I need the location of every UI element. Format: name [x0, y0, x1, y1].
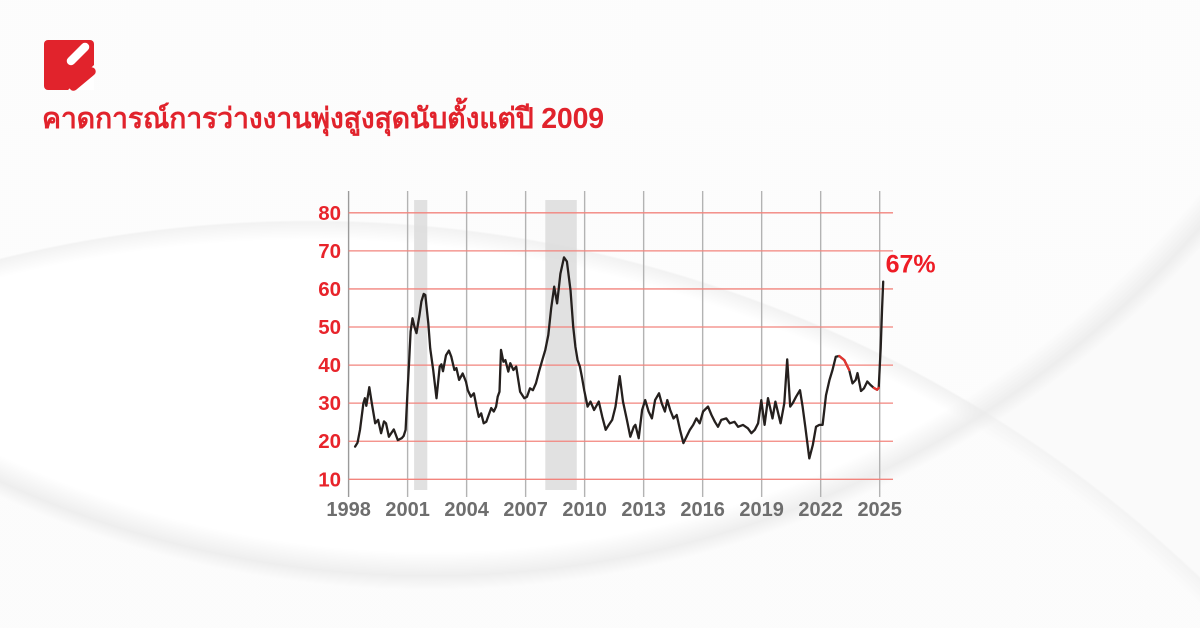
- x-tick-label: 2004: [444, 499, 489, 521]
- x-tick-label: 2013: [621, 499, 666, 521]
- page-title: คาดการณ์การว่างงานพุ่งสูงสุดนับตั้งแต่ปี…: [42, 103, 604, 135]
- y-tick-label: 80: [318, 202, 341, 225]
- x-tick-label: 2016: [680, 499, 725, 521]
- x-tick-label: 1998: [326, 499, 371, 521]
- y-tick-label: 20: [318, 430, 341, 453]
- recession-band: [545, 200, 577, 490]
- forecast-segment: [872, 386, 880, 391]
- latest-value-label: 67%: [886, 250, 936, 278]
- x-tick-label: 2022: [798, 499, 843, 521]
- x-tick-label: 2001: [385, 499, 430, 521]
- y-tick-label: 60: [318, 278, 341, 301]
- recession-band: [414, 200, 428, 490]
- brand-logo: [44, 40, 100, 96]
- x-tick-label: 2019: [739, 499, 784, 521]
- y-tick-label: 50: [318, 316, 341, 339]
- series-line: [353, 256, 885, 460]
- y-tick-label: 40: [318, 354, 341, 377]
- x-tick-label: 2025: [857, 499, 902, 521]
- y-tick-label: 70: [318, 240, 341, 263]
- forecast-segment: [838, 354, 851, 372]
- y-tick-label: 30: [318, 392, 341, 415]
- x-tick-label: 2007: [503, 499, 548, 521]
- y-tick-label: 10: [318, 468, 341, 491]
- brand-logo-icon: [44, 40, 96, 91]
- x-tick-label: 2010: [562, 499, 607, 521]
